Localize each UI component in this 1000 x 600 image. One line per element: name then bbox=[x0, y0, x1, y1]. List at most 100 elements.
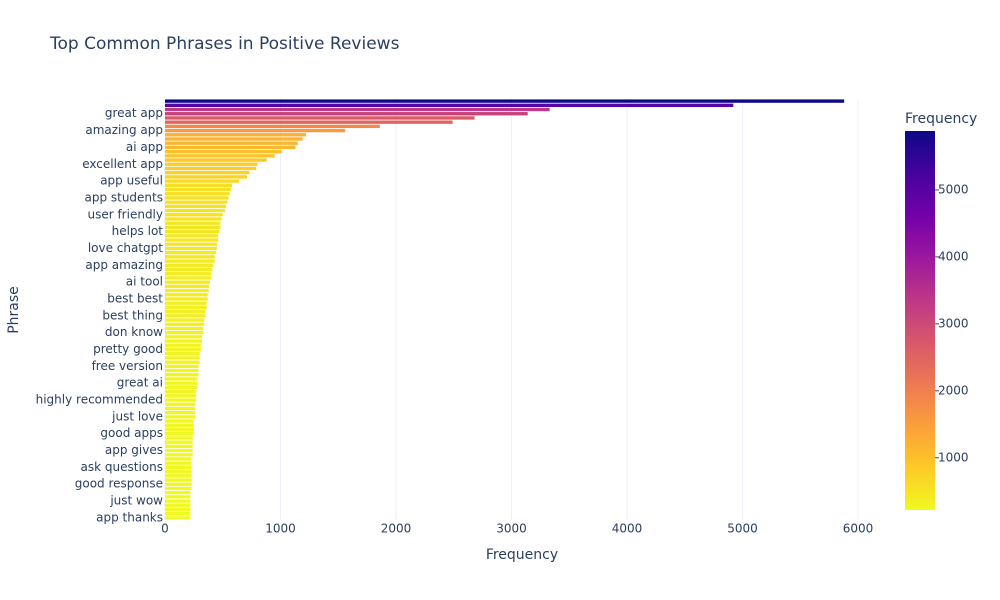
bar bbox=[165, 432, 194, 436]
bar bbox=[165, 503, 191, 507]
bar bbox=[165, 238, 219, 242]
bar bbox=[165, 149, 282, 154]
bar bbox=[165, 242, 217, 246]
bar bbox=[165, 326, 204, 331]
bar bbox=[165, 200, 228, 204]
bar bbox=[165, 490, 191, 495]
bar bbox=[165, 208, 226, 213]
bar bbox=[165, 301, 207, 305]
bar bbox=[165, 297, 208, 301]
bar bbox=[165, 263, 214, 267]
y-tick-label: good apps bbox=[100, 426, 163, 440]
bar bbox=[165, 187, 231, 192]
y-tick-label: ai app bbox=[126, 140, 163, 154]
bar bbox=[165, 415, 196, 419]
y-axis-title: Phrase bbox=[6, 286, 22, 334]
bar bbox=[165, 512, 191, 516]
bar bbox=[165, 99, 845, 103]
bar bbox=[165, 112, 528, 116]
bar bbox=[165, 495, 191, 499]
bar bbox=[165, 352, 200, 356]
bar bbox=[165, 419, 194, 423]
bar bbox=[165, 389, 197, 394]
bar bbox=[165, 255, 215, 259]
bar bbox=[165, 440, 193, 444]
bar bbox=[165, 170, 250, 175]
x-tick-label: 0 bbox=[161, 522, 169, 536]
bar bbox=[165, 145, 296, 150]
y-tick-label: app gives bbox=[105, 443, 163, 457]
bar bbox=[165, 482, 192, 486]
bar bbox=[165, 465, 192, 470]
bar bbox=[165, 246, 217, 251]
bar bbox=[165, 478, 192, 482]
colorbar bbox=[905, 131, 935, 510]
bar bbox=[165, 250, 216, 255]
bar bbox=[165, 377, 198, 381]
bar bbox=[165, 436, 193, 440]
bar bbox=[165, 507, 191, 512]
y-tick-label: app thanks bbox=[96, 510, 163, 524]
bar bbox=[165, 162, 258, 166]
bar bbox=[165, 259, 215, 263]
bar bbox=[165, 322, 205, 326]
y-tick-label: app students bbox=[84, 190, 163, 204]
bar bbox=[165, 356, 200, 360]
chart-title: Top Common Phrases in Positive Reviews bbox=[49, 34, 400, 54]
bar bbox=[165, 276, 212, 280]
bar bbox=[165, 381, 198, 385]
y-tick-label: excellent app bbox=[82, 157, 163, 171]
bar bbox=[165, 141, 298, 145]
bar bbox=[165, 457, 192, 461]
bar bbox=[165, 410, 196, 415]
bar bbox=[165, 398, 197, 402]
bar bbox=[165, 221, 221, 225]
bar bbox=[165, 486, 192, 491]
bar bbox=[165, 335, 202, 339]
bar bbox=[165, 192, 230, 196]
colorbar-title: Frequency bbox=[905, 111, 977, 127]
bar bbox=[165, 133, 306, 137]
colorbar-tick-label: 1000 bbox=[938, 450, 969, 464]
y-tick-label: free version bbox=[92, 359, 163, 373]
colorbar-tick-label: 3000 bbox=[938, 316, 969, 330]
bar bbox=[165, 385, 198, 390]
y-tick-label: highly recommended bbox=[36, 393, 163, 407]
y-tick-label: pretty good bbox=[93, 342, 163, 356]
y-tick-label: best thing bbox=[102, 308, 163, 322]
bar bbox=[165, 183, 232, 187]
y-tick-label: love chatgpt bbox=[88, 241, 163, 255]
bar bbox=[165, 234, 219, 238]
bar bbox=[165, 360, 200, 364]
x-tick-label: 3000 bbox=[496, 522, 527, 536]
bar bbox=[165, 314, 206, 318]
bar bbox=[165, 284, 209, 289]
y-tick-label: just wow bbox=[109, 494, 163, 508]
bar bbox=[165, 516, 191, 520]
bar bbox=[165, 402, 196, 406]
bar bbox=[165, 343, 201, 347]
bar bbox=[165, 469, 192, 474]
bar bbox=[165, 229, 220, 234]
bar bbox=[165, 309, 206, 314]
x-tick-label: 5000 bbox=[727, 522, 758, 536]
y-tick-label: app amazing bbox=[85, 258, 163, 272]
x-tick-label: 4000 bbox=[612, 522, 643, 536]
bar bbox=[165, 154, 275, 158]
bar bbox=[165, 347, 201, 352]
y-tick-label: great ai bbox=[117, 376, 163, 390]
bar bbox=[165, 179, 239, 183]
bar bbox=[165, 499, 191, 503]
bar bbox=[165, 267, 213, 272]
colorbar-tick-label: 5000 bbox=[938, 182, 969, 196]
bar bbox=[165, 368, 199, 373]
y-tick-label: best best bbox=[107, 291, 163, 305]
x-tick-label: 6000 bbox=[843, 522, 874, 536]
bar bbox=[165, 427, 194, 432]
bar bbox=[165, 124, 380, 129]
bar bbox=[165, 116, 475, 120]
bar bbox=[165, 448, 193, 453]
x-axis-title: Frequency bbox=[486, 547, 558, 563]
